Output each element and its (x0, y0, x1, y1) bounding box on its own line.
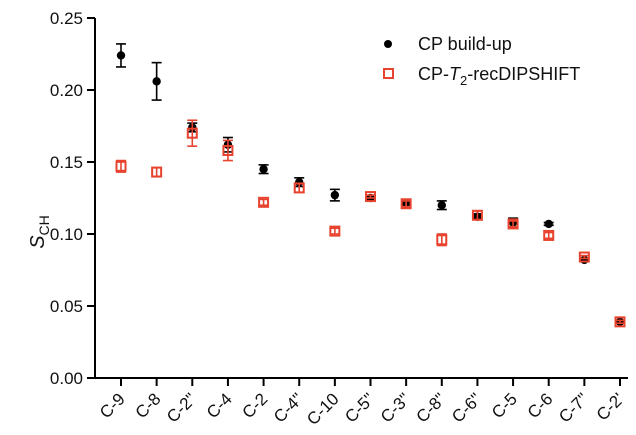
x-tick-label: C-2" (163, 389, 200, 426)
data-point (152, 77, 161, 86)
data-point (543, 229, 555, 241)
data-point (614, 316, 626, 328)
legend: CP build-up CP-T2-recDIPSHIFT (383, 34, 580, 88)
legend-label-cp-t2-recdipshift: CP-T2-recDIPSHIFT (418, 64, 580, 88)
data-point (507, 218, 519, 230)
y-tick-label: 0.10 (50, 225, 83, 244)
y-tick-label: 0.05 (50, 297, 83, 316)
x-tick-label: C-6 (524, 389, 557, 422)
legend-label-cp-build-up: CP build-up (418, 34, 512, 54)
data-point (471, 209, 483, 221)
y-ticks: 0.00 0.05 0.10 0.15 0.20 0.25 (50, 9, 95, 388)
y-tick-label: 0.20 (50, 81, 83, 100)
data-point (186, 127, 198, 139)
legend-marker-cp-t2-recdipshift (383, 68, 394, 79)
x-tick-label: C-4" (270, 389, 307, 426)
data-point (330, 190, 340, 200)
data-point (544, 219, 553, 229)
legend-label-part-subscript: 2 (460, 73, 467, 88)
axes (94, 18, 628, 379)
x-tick-label: C-4 (203, 389, 236, 422)
data-point (259, 165, 268, 174)
y-tick-label: 0.00 (50, 369, 83, 388)
y-tick-label: 0.25 (50, 9, 83, 28)
x-tick-label: C-7" (555, 389, 592, 426)
data-point (151, 166, 163, 178)
x-tick-label: C-3" (377, 389, 414, 426)
y-axis-title-subscript: CH (36, 215, 52, 235)
legend-marker-cp-build-up (384, 40, 392, 48)
series-cp-t2-recdipshift (115, 119, 626, 328)
x-tick-label: C-8" (413, 389, 450, 426)
y-tick-label: 0.15 (50, 153, 83, 172)
data-point (115, 160, 127, 172)
x-tick-label: C-6" (448, 389, 485, 426)
data-series (115, 43, 626, 328)
data-point (222, 144, 234, 156)
data-point (400, 198, 412, 210)
data-point (258, 196, 270, 208)
y-axis-title-main: S (27, 235, 49, 249)
x-tick-label: C-5" (341, 389, 378, 426)
x-tick-label: C-9 (96, 389, 129, 422)
data-point (329, 225, 341, 237)
x-tick-label: C-5 (488, 389, 521, 422)
x-tick-label: C-2 (239, 389, 272, 422)
x-tick-label: C-8 (132, 389, 165, 422)
legend-label-part-t: T (449, 64, 462, 84)
data-point (578, 251, 590, 263)
y-axis-title: SCH (27, 215, 52, 249)
series-cp-build-up (116, 43, 625, 327)
data-point (293, 182, 305, 194)
x-ticks: C-9 C-8C-2" C-4 C-2C-4"C-10C-5"C-3"C-8"C-6"… (96, 378, 628, 429)
data-point (365, 191, 376, 203)
x-tick-label: C-2' (593, 389, 628, 424)
x-tick-label: C-10 (303, 389, 342, 428)
data-point (116, 51, 126, 60)
legend-label-part-prefix: CP- (418, 64, 449, 84)
data-point (436, 234, 448, 246)
legend-label-part-suffix: -recDIPSHIFT (467, 64, 580, 84)
data-point (437, 201, 446, 210)
